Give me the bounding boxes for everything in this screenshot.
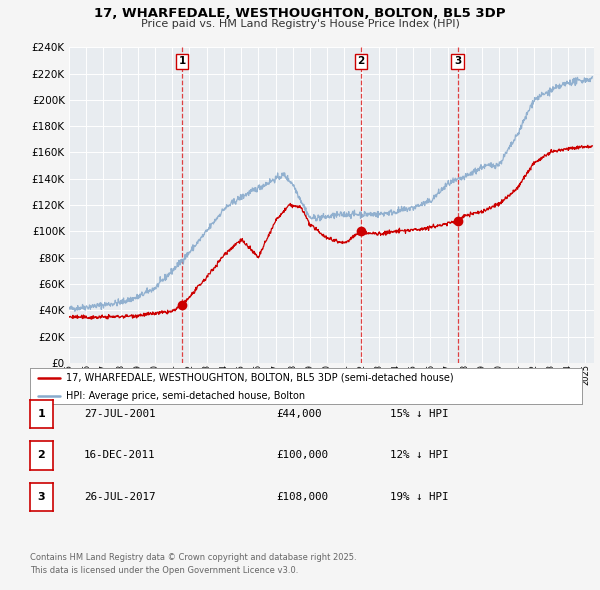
Text: 1: 1 xyxy=(38,409,45,419)
Text: 17, WHARFEDALE, WESTHOUGHTON, BOLTON, BL5 3DP (semi-detached house): 17, WHARFEDALE, WESTHOUGHTON, BOLTON, BL… xyxy=(66,373,454,383)
Text: £44,000: £44,000 xyxy=(276,409,322,419)
Text: 2: 2 xyxy=(358,57,365,67)
Text: 3: 3 xyxy=(454,57,461,67)
Text: 17, WHARFEDALE, WESTHOUGHTON, BOLTON, BL5 3DP: 17, WHARFEDALE, WESTHOUGHTON, BOLTON, BL… xyxy=(94,7,506,20)
Text: 15% ↓ HPI: 15% ↓ HPI xyxy=(390,409,449,419)
Text: This data is licensed under the Open Government Licence v3.0.: This data is licensed under the Open Gov… xyxy=(30,566,298,575)
Text: 16-DEC-2011: 16-DEC-2011 xyxy=(84,451,155,460)
Text: 12% ↓ HPI: 12% ↓ HPI xyxy=(390,451,449,460)
Text: HPI: Average price, semi-detached house, Bolton: HPI: Average price, semi-detached house,… xyxy=(66,391,305,401)
Text: 2: 2 xyxy=(38,451,45,460)
Text: Contains HM Land Registry data © Crown copyright and database right 2025.: Contains HM Land Registry data © Crown c… xyxy=(30,553,356,562)
Text: Price paid vs. HM Land Registry's House Price Index (HPI): Price paid vs. HM Land Registry's House … xyxy=(140,19,460,30)
Text: 19% ↓ HPI: 19% ↓ HPI xyxy=(390,492,449,502)
Text: 3: 3 xyxy=(38,492,45,502)
Text: 26-JUL-2017: 26-JUL-2017 xyxy=(84,492,155,502)
Text: £108,000: £108,000 xyxy=(276,492,328,502)
Text: 27-JUL-2001: 27-JUL-2001 xyxy=(84,409,155,419)
Text: 1: 1 xyxy=(178,57,186,67)
Text: £100,000: £100,000 xyxy=(276,451,328,460)
